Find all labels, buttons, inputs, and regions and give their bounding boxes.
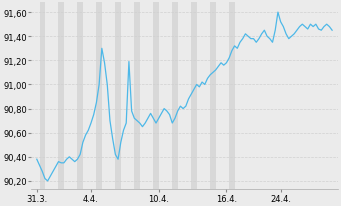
Bar xyxy=(153,4,159,190)
Bar xyxy=(58,4,64,190)
Bar xyxy=(97,4,102,190)
Bar xyxy=(210,4,216,190)
Bar xyxy=(115,4,121,190)
Bar xyxy=(229,4,235,190)
Bar xyxy=(172,4,178,190)
Bar xyxy=(40,4,45,190)
Bar xyxy=(134,4,140,190)
Bar xyxy=(77,4,83,190)
Bar xyxy=(191,4,197,190)
